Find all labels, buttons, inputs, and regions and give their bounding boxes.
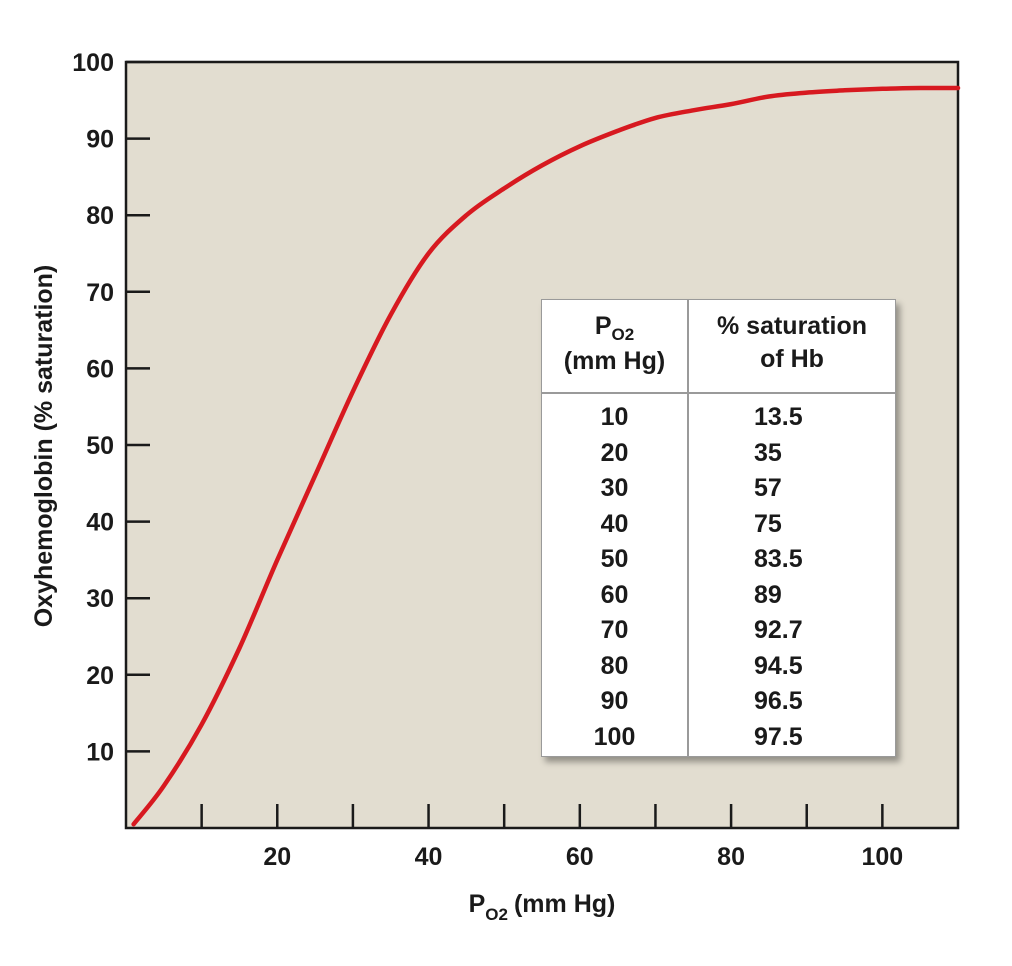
table-cell-po2: 100 (593, 722, 636, 751)
y-axis-title: Oxyhemoglobin (% saturation) (30, 265, 58, 628)
y-axis-ticks: 10 20 30 40 50 60 70 80 90 100 (72, 49, 150, 766)
y-tick-label: 60 (86, 355, 114, 383)
table-cell-saturation: 13.5 (754, 403, 803, 431)
table-cell-saturation: 57 (754, 474, 782, 502)
x-tick-label: 80 (717, 843, 745, 871)
table-cell-saturation: 83.5 (754, 545, 803, 573)
table-cell-po2: 90 (600, 687, 629, 715)
y-tick-label: 10 (86, 738, 114, 766)
table-cell-saturation: 92.7 (754, 616, 803, 644)
table-cell-po2: 60 (600, 580, 629, 609)
table-cell-saturation: 97.5 (754, 722, 803, 751)
x-tick-label: 100 (862, 843, 904, 871)
y-tick-label: 100 (72, 49, 114, 77)
table-cell-po2: 50 (600, 545, 629, 573)
table-cell-saturation: 96.5 (754, 687, 803, 715)
table-header-saturation: % saturation of Hb (716, 312, 868, 373)
table-header-po2: PO2 (mm Hg) (563, 312, 666, 375)
table-cell-saturation: 35 (754, 438, 782, 467)
x-axis-ticks: 20 40 60 80 100 (200, 804, 904, 871)
table-cell-saturation: 94.5 (754, 651, 803, 680)
y-tick-label: 40 (86, 509, 114, 537)
table-cell-po2: 10 (600, 403, 629, 431)
x-tick-label: 40 (415, 843, 443, 871)
x-tick-label: 20 (263, 843, 291, 871)
table-column-divider (687, 300, 689, 756)
table-cell-po2: 40 (600, 509, 629, 538)
table-cell-po2: 80 (600, 651, 629, 680)
table-cell-po2: 30 (600, 474, 629, 502)
table-cell-po2: 70 (600, 616, 629, 644)
table-header-divider (542, 392, 895, 394)
y-tick-label: 70 (86, 279, 114, 307)
table-cell-saturation: 75 (754, 509, 782, 538)
y-tick-label: 50 (86, 432, 114, 460)
table-column-saturation: 13.5 35 57 75 83.5 89 92.7 94.5 96.5 97.… (754, 400, 803, 755)
table-cell-saturation: 89 (754, 580, 782, 609)
saturation-table: PO2 (mm Hg) % saturation of Hb 10 20 30 … (541, 299, 896, 757)
y-tick-label: 20 (86, 662, 114, 690)
x-tick-label: 60 (566, 843, 594, 871)
saturation-curve (131, 85, 961, 827)
x-axis-title: PO2 (mm Hg) (469, 890, 616, 924)
y-tick-label: 90 (86, 126, 114, 154)
y-tick-label: 80 (86, 202, 114, 230)
table-column-po2: 10 20 30 40 50 60 70 80 90 100 (542, 400, 687, 755)
table-cell-po2: 20 (600, 438, 629, 467)
y-tick-label: 30 (86, 585, 114, 613)
